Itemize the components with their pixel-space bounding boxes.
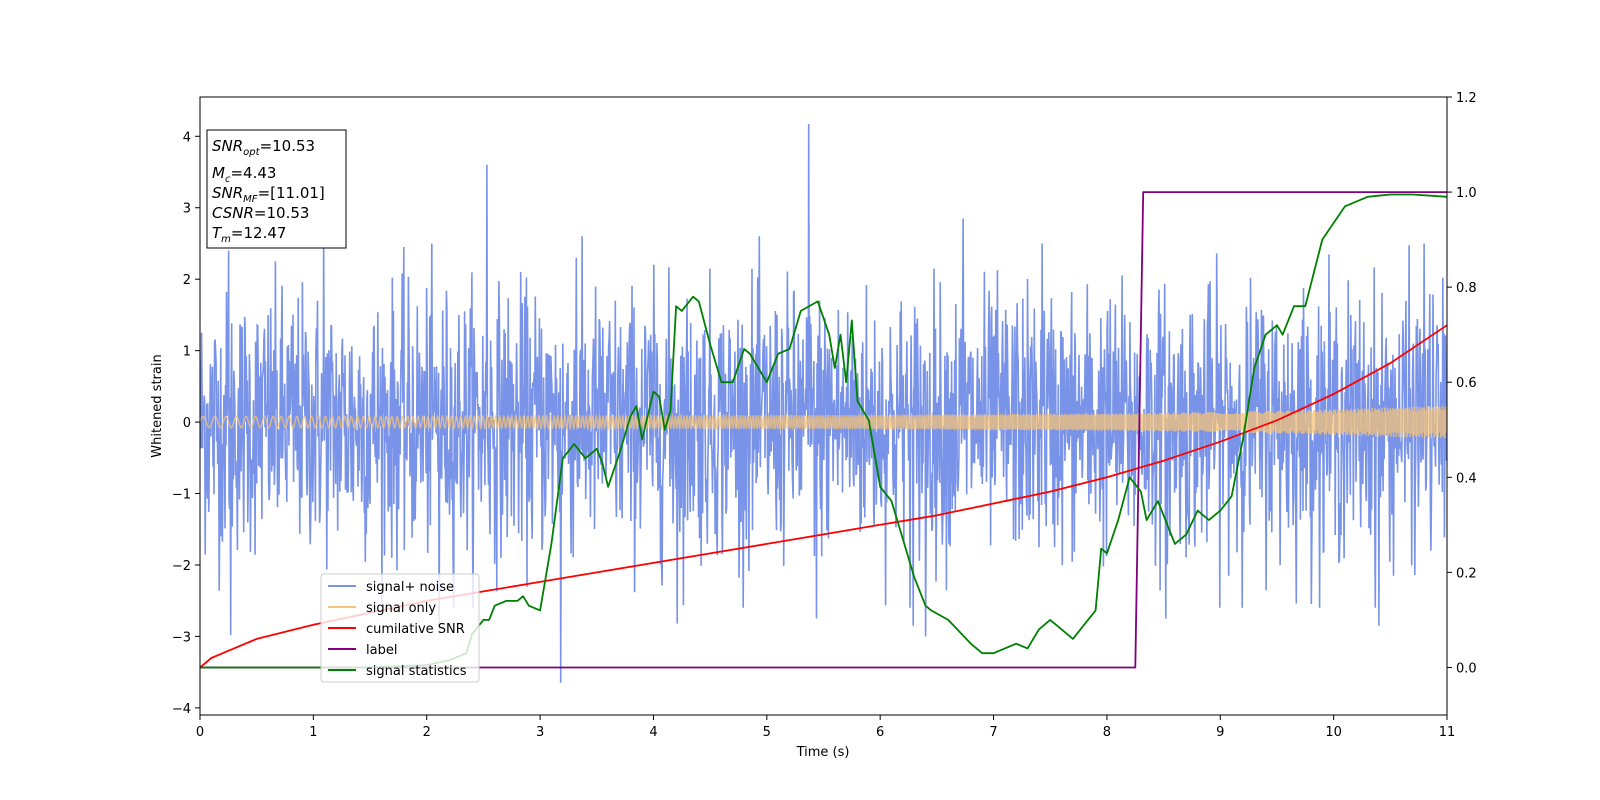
- y-tick-label: −3: [172, 630, 191, 645]
- legend-item-signal-statistics: signal statistics: [328, 664, 467, 679]
- x-tick-label: 8: [1103, 725, 1111, 740]
- y2-tick-label: 0.6: [1456, 376, 1477, 391]
- y-axis-right: 0.0 0.2 0.4 0.6 0.8 1.0 1.2: [1447, 91, 1477, 676]
- y2-tick-label: 0.2: [1456, 566, 1477, 581]
- svg-text:signal statistics: signal statistics: [366, 664, 467, 679]
- y-tick-label: 2: [183, 273, 191, 288]
- y-tick-label: 0: [183, 416, 191, 431]
- x-tick-label: 4: [649, 725, 657, 740]
- info-snr-mf: SNRMF=[11.01]: [212, 184, 325, 205]
- info-tm: Tm=12.47: [212, 224, 286, 245]
- y-tick-label: −4: [172, 702, 191, 717]
- info-csnr: CSNR=10.53: [212, 204, 309, 222]
- svg-text:cumilative SNR: cumilative SNR: [366, 622, 465, 637]
- legend-item-signal-noise: signal+ noise: [328, 580, 454, 595]
- y-tick-label: 1: [183, 345, 191, 360]
- y-axis-label: Whitened strain: [150, 354, 165, 457]
- svg-text:signal only: signal only: [366, 601, 436, 616]
- legend-item-signal-only: signal only: [328, 601, 436, 616]
- x-tick-label: 7: [989, 725, 997, 740]
- y2-tick-label: 0.0: [1456, 661, 1477, 676]
- legend: signal+ noise signal only cumilative SNR…: [320, 573, 480, 683]
- info-box: SNRopt=10.53 Mc=4.43 SNRMF=[11.01] CSNR=…: [206, 129, 347, 249]
- x-tick-label: 5: [763, 725, 771, 740]
- x-tick-label: 2: [423, 725, 431, 740]
- info-mc: Mc=4.43: [212, 164, 276, 185]
- series-label: [200, 191, 1447, 669]
- info-snr-opt: SNRopt=10.53: [212, 137, 315, 158]
- x-tick-label: 10: [1325, 725, 1342, 740]
- y2-tick-label: 0.4: [1456, 471, 1477, 486]
- series-signal-statistics: [200, 193, 1447, 669]
- y-tick-label: −2: [172, 559, 191, 574]
- y-tick-label: 4: [183, 130, 191, 145]
- series-layer: [200, 124, 1447, 683]
- y-tick-label: −1: [172, 488, 191, 503]
- x-axis-label: Time (s): [796, 745, 850, 760]
- plot-frame: [199, 96, 1448, 716]
- y-tick-label: 3: [183, 202, 191, 217]
- x-tick-label: 1: [309, 725, 317, 740]
- x-tick-label: 6: [876, 725, 884, 740]
- y-axis-left: −4 −3 −2 −1 0 1 2 3 4: [172, 130, 200, 717]
- x-axis: 0 1 2 3 4 5 6 7 8 9 10 11: [196, 715, 1455, 740]
- svg-text:label: label: [366, 643, 397, 658]
- y2-tick-label: 1.2: [1456, 91, 1477, 106]
- svg-text:signal+ noise: signal+ noise: [366, 580, 454, 595]
- series-signal-only: [200, 405, 1447, 439]
- y2-tick-label: 0.8: [1456, 281, 1477, 296]
- x-tick-label: 3: [536, 725, 544, 740]
- x-tick-label: 9: [1216, 725, 1224, 740]
- series-group: [200, 124, 1447, 683]
- x-tick-label: 11: [1439, 725, 1456, 740]
- legend-item-cumulative-snr: cumilative SNR: [328, 622, 465, 637]
- y2-tick-label: 1.0: [1456, 186, 1477, 201]
- x-tick-label: 0: [196, 725, 204, 740]
- legend-item-label: label: [328, 643, 397, 658]
- series-cumulative-snr: [200, 324, 1447, 669]
